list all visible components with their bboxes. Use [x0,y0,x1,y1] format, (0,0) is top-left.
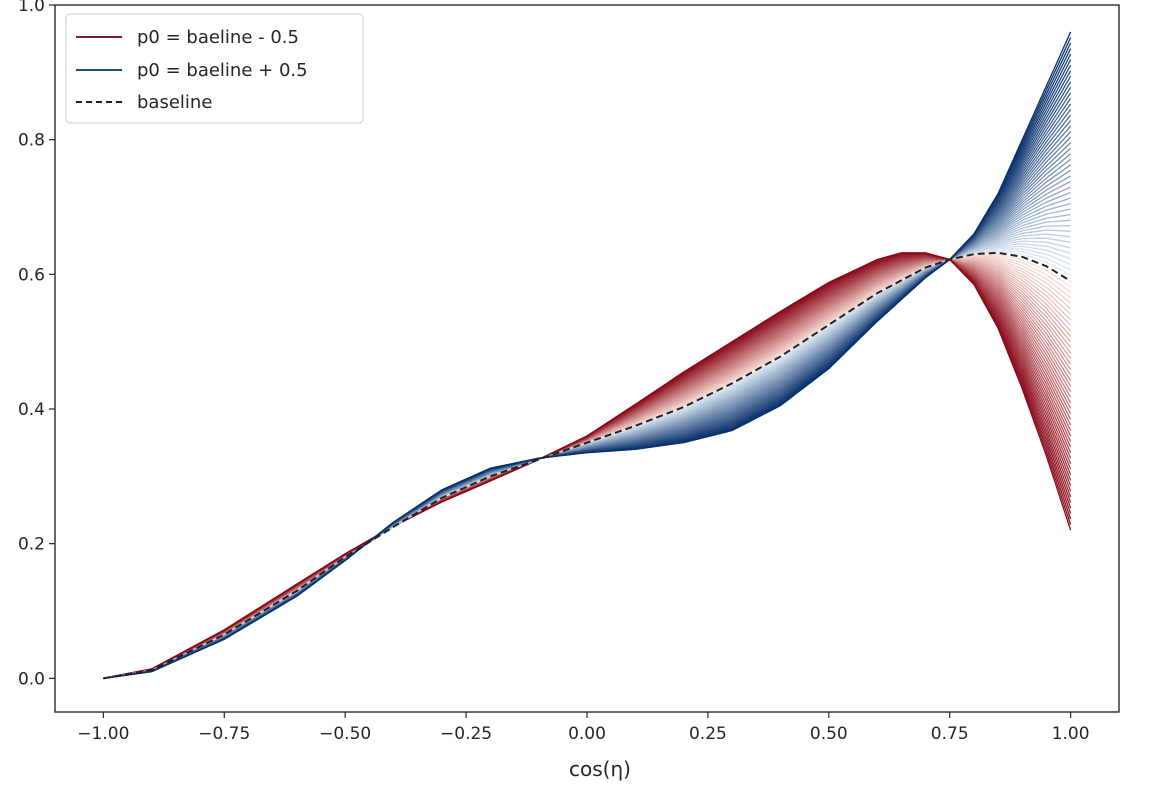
y-tick-label: 1.0 [18,0,45,16]
blue-family-curve [103,31,1072,679]
legend-entry-blue: p0 = baeline + 0.5 [137,60,308,81]
y-tick-label: 0.6 [18,265,45,285]
x-tick-label: 0.50 [810,724,848,744]
x-tick-label: −0.25 [440,724,492,744]
x-axis-label: cos(η) [569,757,631,781]
x-tick-label: 1.00 [1052,724,1090,744]
x-tick-label: 0.00 [568,724,606,744]
baseline-group [103,251,1072,680]
legend-box [65,13,364,124]
x-tick-label: −0.50 [319,724,371,744]
y-tick-label: 0.2 [18,535,45,555]
x-tick-label: 0.25 [689,724,727,744]
x-tick-label: −1.00 [77,724,129,744]
y-tick-label: 0.0 [18,669,45,689]
x-tick-label: 0.75 [931,724,969,744]
y-tick-label: 0.4 [18,400,45,420]
baseline-curve [103,251,1072,680]
legend-entry-baseline: baseline [137,92,212,113]
y-tick-label: 0.8 [18,131,45,151]
legend: p0 = baeline - 0.5 p0 = baeline + 0.5 ba… [65,13,364,124]
y-axis: 0.0 0.2 0.4 0.6 0.8 1.0 [18,0,55,689]
red-family-curve [103,252,1072,679]
x-axis: −1.00 −0.75 −0.50 −0.25 0.00 0.25 0.50 0.75 1.00 [77,712,1090,744]
legend-entry-red: p0 = baeline - 0.5 [137,27,299,48]
x-tick-label: −0.75 [198,724,250,744]
